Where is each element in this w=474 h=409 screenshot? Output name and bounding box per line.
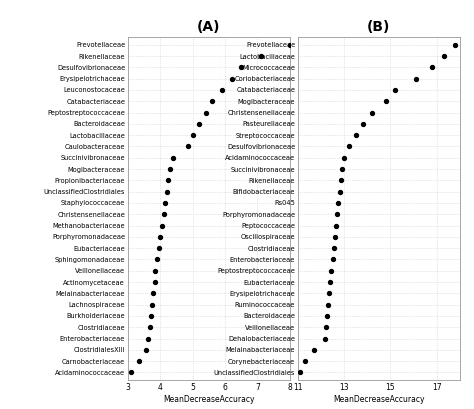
Point (170, 155, 177, 161)
Point (368, 109, 376, 116)
X-axis label: MeanDecreaseAccuracy: MeanDecreaseAccuracy (333, 395, 425, 404)
Point (142, 346, 150, 353)
Point (338, 166, 346, 172)
Point (322, 324, 329, 330)
Point (451, 41, 459, 48)
Point (329, 256, 337, 263)
Point (330, 245, 337, 252)
Point (128, 369, 135, 376)
Point (151, 279, 158, 285)
Point (301, 358, 309, 364)
Point (237, 64, 245, 71)
Point (152, 267, 159, 274)
Point (228, 75, 236, 82)
Point (321, 335, 328, 342)
Point (160, 211, 167, 218)
Point (440, 53, 447, 59)
Point (147, 313, 155, 319)
Point (331, 234, 339, 240)
Point (327, 279, 334, 285)
Point (149, 290, 157, 297)
Point (391, 87, 399, 93)
Point (345, 143, 353, 150)
Point (158, 222, 166, 229)
Point (286, 41, 293, 48)
Point (195, 121, 203, 127)
Point (340, 155, 348, 161)
Point (162, 200, 169, 206)
Point (325, 290, 333, 297)
Point (382, 98, 390, 105)
Point (136, 358, 143, 364)
Point (335, 200, 342, 206)
Point (218, 87, 226, 93)
Point (166, 166, 174, 172)
Point (155, 245, 163, 252)
Point (328, 267, 335, 274)
Point (164, 177, 172, 184)
Title: (A): (A) (197, 20, 221, 34)
Point (310, 346, 318, 353)
Point (209, 98, 216, 105)
Point (189, 132, 197, 138)
Point (156, 234, 164, 240)
Point (296, 369, 304, 376)
Point (428, 64, 436, 71)
X-axis label: MeanDecreaseAccuracy: MeanDecreaseAccuracy (163, 395, 255, 404)
Point (332, 222, 340, 229)
Point (333, 211, 341, 218)
Point (336, 189, 343, 195)
Point (146, 324, 154, 330)
Point (352, 132, 359, 138)
Point (359, 121, 366, 127)
Point (144, 335, 152, 342)
Point (184, 143, 191, 150)
Title: (B): (B) (367, 20, 391, 34)
Point (163, 189, 171, 195)
Point (148, 301, 156, 308)
Point (257, 53, 264, 59)
Point (153, 256, 161, 263)
Point (412, 75, 419, 82)
Point (323, 313, 331, 319)
Point (337, 177, 345, 184)
Point (324, 301, 332, 308)
Point (202, 109, 210, 116)
